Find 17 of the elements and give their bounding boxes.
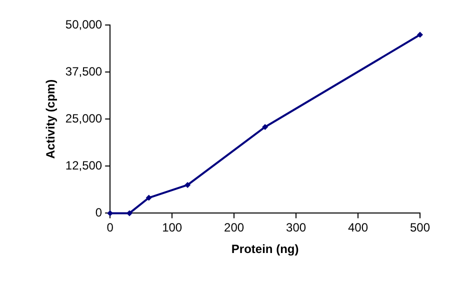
point — [417, 32, 423, 38]
point — [262, 124, 268, 130]
y-tick-label: 50,000 — [65, 17, 102, 32]
y-tick-label: 25,000 — [65, 111, 102, 126]
x-axis-title: Protein (ng) — [231, 242, 299, 256]
y-tick-label: 37,500 — [65, 64, 102, 78]
y-tick-label: 0 — [95, 206, 102, 220]
y-axis-title: Activity (cpm) — [44, 79, 58, 159]
x-tick-label: 300 — [286, 220, 306, 235]
x-tick-label: 500 — [410, 220, 430, 235]
x-tick-label: 100 — [162, 220, 182, 235]
x-tick-label: 200 — [224, 220, 244, 235]
x-tick-label: 0 — [106, 220, 114, 235]
y-tick-label: 12,500 — [65, 158, 102, 172]
x-tick-label: 400 — [348, 220, 368, 235]
point — [184, 182, 191, 188]
point — [146, 194, 152, 201]
